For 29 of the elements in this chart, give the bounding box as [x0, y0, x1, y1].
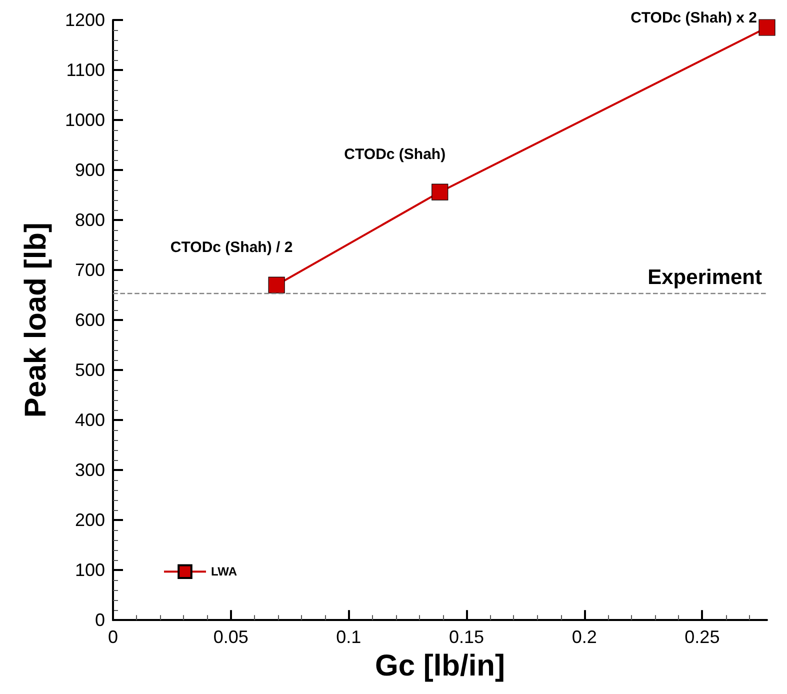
annotation: CTODc (Shah) / 2	[170, 239, 293, 256]
x-tick-label: 0.1	[336, 627, 362, 648]
y-tick-label: 600	[74, 310, 105, 330]
y-tick-label: 300	[74, 460, 105, 480]
point	[432, 184, 448, 200]
point	[758, 19, 776, 36]
y-tick-label: 100	[74, 560, 105, 580]
ref-line-label: Experiment	[648, 266, 762, 290]
x-axis-title: Gc [lb/in]	[375, 650, 505, 682]
x-tick-label: 0.15	[448, 627, 484, 648]
x-tick-label: 0.05	[213, 627, 248, 648]
y-tick-label: 400	[74, 410, 105, 430]
y-tick-label: 0	[94, 610, 105, 630]
y-tick-label: 900	[74, 160, 105, 180]
annotation: CTODc (Shah) x 2	[630, 10, 757, 26]
x-tick-label: 0.25	[684, 627, 720, 648]
y-tick-label: 500	[74, 360, 105, 380]
x-tick-label: 0	[108, 627, 118, 648]
y-tick-label: 800	[74, 210, 105, 230]
y-tick-label: 700	[74, 260, 105, 280]
legend-label: LWA	[211, 564, 238, 579]
y-axis-title: Peak load [lb]	[20, 222, 52, 418]
annotation: CTODc (Shah)	[344, 146, 446, 164]
x-tick-label: 0.2	[572, 627, 597, 648]
point	[268, 276, 285, 294]
y-tick-label: 1100	[66, 60, 105, 80]
y-tick-label: 200	[74, 510, 105, 530]
y-tick-label: 1000	[64, 110, 105, 130]
y-tick-label: 1200	[64, 10, 105, 30]
